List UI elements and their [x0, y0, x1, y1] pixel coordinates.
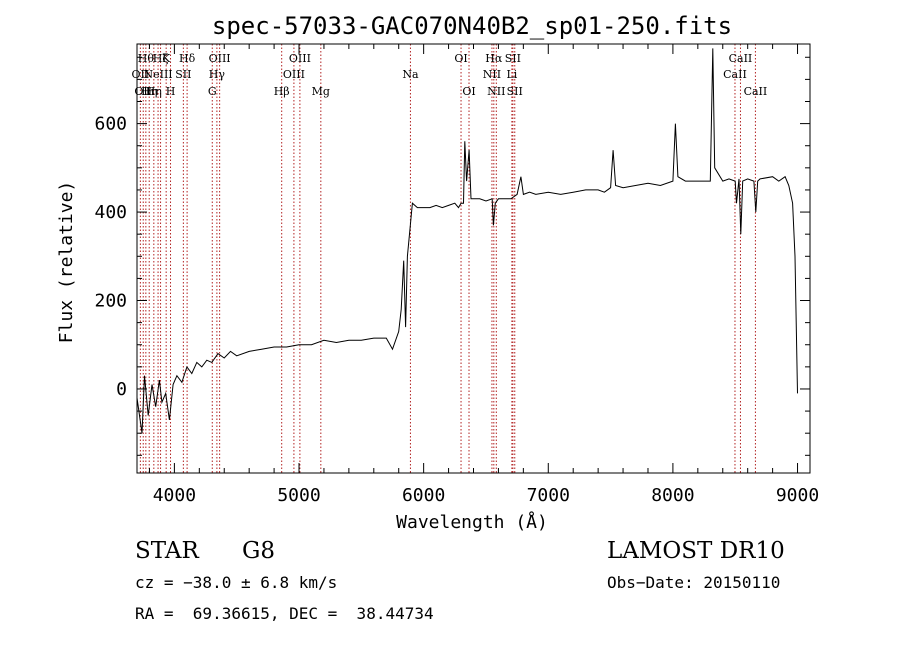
line-marker-label-8: H [166, 85, 176, 98]
y-tick-label-0: 0 [116, 379, 127, 400]
spectrum-line [136, 48, 798, 434]
line-marker-label-12: Hγ [209, 68, 226, 81]
x-tick-label-5: 9000 [776, 485, 819, 506]
object-type: STAR [135, 538, 199, 564]
y-tick-label-1: 200 [94, 291, 127, 312]
y-tick-label-2: 400 [94, 202, 127, 223]
line-marker-label-9: SII [175, 68, 191, 81]
line-marker-label-5: NeIII [143, 68, 172, 81]
x-tick-label-3: 7000 [527, 485, 570, 506]
x-tick-label-1: 5000 [277, 485, 320, 506]
x-tick-label-0: 4000 [153, 485, 196, 506]
y-tick-label-3: 600 [94, 114, 127, 135]
line-marker-label-26: SII [507, 85, 523, 98]
x-axis-label: Wavelength (Å) [396, 511, 548, 533]
line-marker-label-2: Hθ [138, 52, 155, 65]
line-marker-label-7: K [162, 52, 171, 65]
ra-dec: RA = 69.36615, DEC = 38.44734 [135, 604, 434, 623]
line-marker-label-6: Hζ [153, 52, 169, 65]
line-marker-label-29: CaII [744, 85, 768, 98]
line-marker-label-11: G [208, 85, 217, 98]
survey-name: LAMOST DR10 [607, 538, 785, 564]
line-marker-label-10: Hδ [179, 52, 196, 65]
spectrum-line-group [136, 48, 798, 434]
line-marker-label-3: Hη [141, 85, 157, 98]
line-marker-label-17: Mg [312, 85, 330, 98]
line-marker-label-18: Na [402, 68, 419, 81]
line-marker-label-13: OIII [209, 52, 231, 65]
line-marker-label-24: Li [506, 68, 517, 81]
redshift-cz: cz = −38.0 ± 6.8 km/s [135, 573, 338, 592]
x-axis-ticks: 4000 5000 6000 7000 8000 9000 [148, 44, 819, 506]
line-marker-label-22: Hα [485, 52, 503, 65]
line-marker-label-0: OII [132, 68, 150, 81]
line-marker-label-15: OIII [283, 68, 305, 81]
line-marker-label-25: SII [505, 52, 521, 65]
line-marker-label-21: NII [483, 68, 501, 81]
x-tick-label-4: 8000 [651, 485, 694, 506]
line-marker-label-23: NII [487, 85, 505, 98]
x-tick-label-2: 6000 [402, 485, 445, 506]
line-marker-label-16: OIII [289, 52, 311, 65]
plot-frame [136, 43, 811, 474]
line-marker-label-14: Hβ [274, 85, 290, 98]
object-subclass: G8 [242, 538, 276, 564]
line-marker-label-20: OI [462, 85, 475, 98]
line-marker-label-19: OI [454, 52, 467, 65]
line-marker-label-27: CaII [723, 68, 747, 81]
chart-title: spec-57033-GAC070N40B2_sp01-250.fits [212, 12, 732, 40]
observation-date: Obs−Date: 20150110 [607, 573, 781, 592]
line-marker-label-4: Hη [146, 85, 162, 98]
line-markers [139, 44, 756, 473]
line-marker-label-28: CaII [729, 52, 753, 65]
y-axis-ticks: 0 200 400 600 [94, 56, 810, 456]
y-axis-label: Flux (relative) [56, 181, 77, 344]
line-marker-label-1: OII [134, 85, 152, 98]
